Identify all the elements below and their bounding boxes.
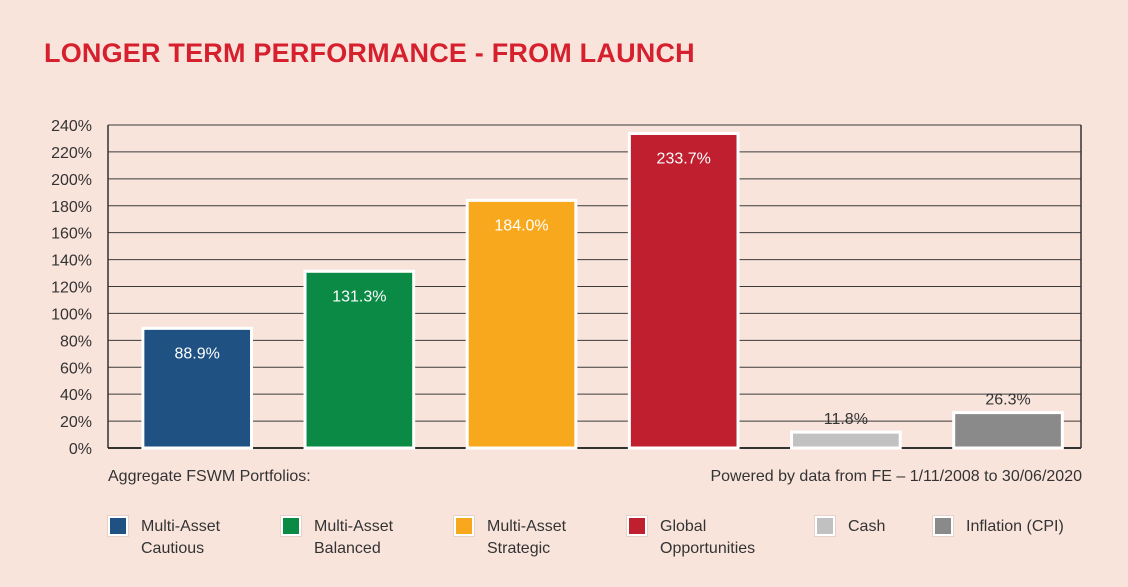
legend-label: Multi-Asset Strategic <box>487 518 567 557</box>
legend-label: Multi-Asset Cautious <box>141 518 221 557</box>
y-tick-label: 60% <box>60 360 92 377</box>
bar-value-label: 88.9% <box>175 345 220 362</box>
legend-item: Multi-Asset Cautious <box>108 516 281 560</box>
bar-value-label: 26.3% <box>985 392 1030 409</box>
y-tick-label: 100% <box>51 306 92 323</box>
bar-value-label: 11.8% <box>824 411 868 428</box>
bar-cash <box>790 430 902 450</box>
y-tick-label: 140% <box>51 253 92 270</box>
y-tick-label: 220% <box>51 145 92 162</box>
legend-item: Inflation (CPI) <box>933 516 1064 538</box>
y-tick-label: 240% <box>51 118 92 135</box>
legend-item: Multi-Asset Balanced <box>281 516 454 560</box>
legend-item: Global Opportunities <box>627 516 800 560</box>
y-tick-label: 40% <box>60 387 92 404</box>
axes: 0% 20% 40% 60% 80% 100% 120% 140% 160% 180% 200% 22… <box>51 118 1082 458</box>
y-tick-label: 160% <box>51 226 92 243</box>
bar-value-label: 131.3% <box>332 288 386 305</box>
chart-title: LONGER TERM PERFORMANCE - FROM LAUNCH <box>44 38 695 68</box>
y-tick-label: 0% <box>69 441 92 458</box>
legend-item: Multi-Asset Strategic <box>454 516 627 560</box>
legend-label: Global Opportunities <box>660 518 756 557</box>
legend-swatch <box>108 516 128 536</box>
y-tick-label: 120% <box>51 280 92 297</box>
bar-value-label: 184.0% <box>494 217 548 234</box>
y-tick-label: 180% <box>51 199 92 216</box>
bar-multi-asset-balanced <box>303 269 416 450</box>
bar-inflation-cpi <box>952 411 1064 450</box>
gridlines <box>108 124 1081 422</box>
bar-multi-asset-cautious <box>141 326 254 450</box>
y-tick-label: 20% <box>60 414 92 431</box>
legend-item: Cash <box>815 516 885 538</box>
legend-swatch <box>933 516 953 536</box>
y-tick-label: 200% <box>51 172 92 189</box>
legend-swatch <box>627 516 647 536</box>
legend-swatch <box>281 516 301 536</box>
bar-multi-asset-strategic <box>465 198 578 450</box>
legend-swatch <box>454 516 474 536</box>
legend-label: Inflation (CPI) <box>966 518 1064 535</box>
portfolio-caption: Aggregate FSWM Portfolios: <box>108 468 311 485</box>
legend-label: Multi-Asset Balanced <box>314 518 394 557</box>
bar-labels: 88.9% 131.3% 184.0% 233.7% 11.8% 26.3% <box>175 150 1031 428</box>
data-source-caption: Powered by data from FE – 1/11/2008 to 3… <box>710 468 1082 485</box>
legend-label: Cash <box>848 518 886 535</box>
bar-value-label: 233.7% <box>657 150 711 167</box>
bar-global-opportunities <box>627 131 740 450</box>
y-tick-label: 80% <box>60 333 92 350</box>
bars <box>141 131 1064 450</box>
legend-swatch <box>815 516 835 536</box>
